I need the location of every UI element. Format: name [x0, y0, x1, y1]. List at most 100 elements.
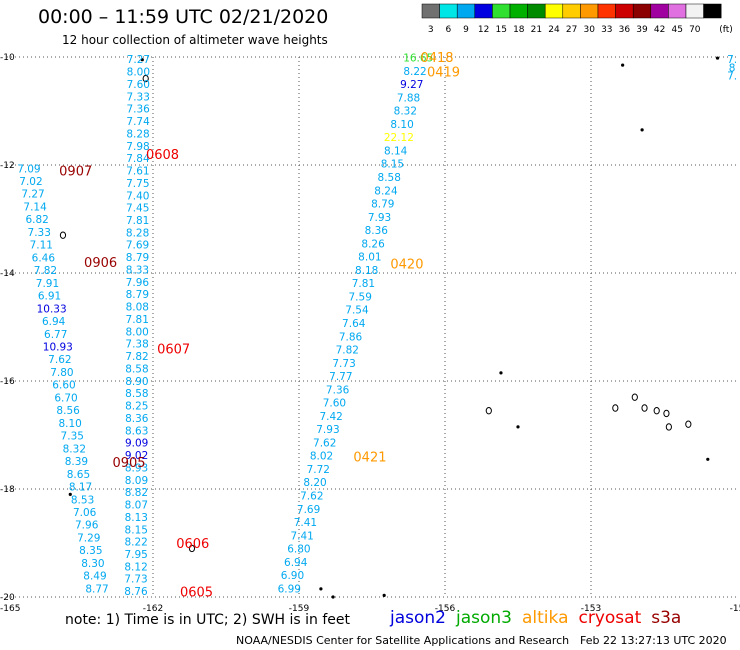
time-label: 0907: [59, 164, 92, 179]
legend-label: 9: [463, 25, 469, 35]
legend-label: 70: [689, 25, 701, 35]
legend-label: 24: [548, 25, 560, 35]
x-tick-label: -159: [289, 604, 310, 614]
swh-value: 8.35: [79, 545, 102, 557]
legend-label: 18: [513, 25, 525, 35]
satellite-jason3: jason3: [456, 608, 512, 628]
time-label: 0606: [176, 537, 209, 552]
swh-value: 6.94: [42, 316, 66, 328]
swh-value: 8.36: [125, 413, 149, 425]
swh-value: 8.20: [303, 477, 326, 489]
swh-value: 8.17: [69, 482, 92, 494]
satellite-s3a: s3a: [651, 608, 682, 628]
swh-value: 8.18: [355, 265, 378, 277]
track-cryosat-0: 7.278.007.607.337.367.748.287.987.847.61…: [124, 54, 213, 600]
swh-value: 7.54: [345, 305, 369, 317]
swh-value: 8.93: [125, 462, 148, 474]
swh-value: 7.35: [61, 431, 84, 443]
legend-label: 27: [566, 25, 577, 35]
legend-label: 36: [619, 25, 631, 35]
track-altika-2: 16.658.229.277.888.328.1022.128.148.158.…: [278, 51, 460, 595]
island-marker: [641, 404, 648, 412]
swh-value: 8.65: [67, 469, 90, 481]
swh-value: 7.74: [126, 116, 150, 128]
swh-value: 7.: [727, 70, 737, 82]
swh-value: 7.93: [316, 424, 339, 436]
swh-value: 7.82: [125, 351, 148, 363]
swh-value: 7.27: [21, 189, 44, 201]
swh-value: 7.91: [36, 278, 59, 290]
y-tick-label: -20: [0, 593, 15, 603]
swh-value: 8: [729, 62, 736, 74]
swh-value: 7.96: [126, 277, 150, 289]
swh-value: 7.81: [352, 278, 375, 290]
swh-value: 8.36: [365, 225, 389, 237]
legend-label: 42: [654, 25, 665, 35]
time-label: 0605: [180, 586, 213, 601]
swh-value: 8.79: [126, 289, 149, 301]
swh-value: 7.29: [77, 532, 100, 544]
swh-value: 7.: [727, 54, 737, 66]
swh-value: 8.33: [126, 264, 149, 276]
swh-value: 8.28: [126, 227, 149, 239]
y-tick-label: -10: [0, 53, 15, 63]
swh-value: 7.27: [127, 54, 150, 66]
track-cryosat-3: 7.87.: [727, 54, 737, 82]
swh-value: 7.36: [126, 104, 150, 116]
swh-value: 8.58: [125, 388, 148, 400]
island-marker: [665, 423, 672, 431]
legend-label: 15: [495, 25, 506, 35]
swh-value: 8.53: [71, 494, 94, 506]
legend-label: 45: [671, 25, 682, 35]
swh-value: 8.09: [125, 475, 148, 487]
time-label: 0607: [157, 343, 190, 358]
swh-value: 6.77: [44, 329, 67, 341]
island-marker: [621, 63, 625, 67]
island-marker: [142, 74, 149, 83]
swh-value: 10.93: [43, 342, 73, 354]
island-marker: [68, 492, 72, 496]
generated-timestamp: Feb 22 13:27:13 UTC 2020: [580, 634, 727, 647]
satellite-jason2: jason2: [390, 608, 446, 628]
swh-value: 8.63: [125, 425, 148, 437]
island-marker: [319, 587, 323, 591]
swh-value: 8.77: [85, 583, 108, 595]
swh-value: 8.07: [125, 500, 148, 512]
track-s3a-1: 7.097.027.277.146.827.337.116.467.827.91…: [17, 163, 145, 595]
swh-value: 8.10: [58, 418, 81, 430]
island-marker: [653, 407, 660, 415]
x-tick-label: -153: [581, 604, 601, 614]
time-label: 0418: [420, 51, 453, 66]
page-subtitle: 12 hour collection of altimeter wave hei…: [62, 33, 328, 47]
swh-value: 7.41: [294, 517, 317, 529]
swh-value: 8.79: [371, 199, 394, 211]
swh-value: 7.98: [126, 141, 149, 153]
swh-value: 7.60: [323, 398, 346, 410]
swh-value: 8.58: [125, 363, 148, 375]
island-marker: [685, 420, 692, 428]
satellite-altika: altika: [522, 608, 569, 628]
satellite-legend: jason2 jason3 altika cryosat s3a: [390, 608, 691, 628]
time-label: 0608: [146, 148, 179, 163]
swh-value: 7.60: [127, 79, 150, 91]
legend-unit: (ft): [719, 25, 733, 35]
island-marker: [499, 371, 503, 375]
island-marker: [59, 231, 67, 239]
time-label: 0420: [390, 257, 423, 272]
legend-label: 6: [446, 25, 452, 35]
swh-value: 8.58: [378, 172, 401, 184]
swh-value: 7.33: [28, 227, 51, 239]
swh-value: 7.09: [17, 163, 40, 175]
swh-value: 7.81: [126, 314, 149, 326]
swh-value: 8.39: [65, 456, 88, 468]
swh-value: 7.40: [126, 190, 149, 202]
swh-value: 8.10: [390, 119, 413, 131]
swh-value: 10.33: [37, 303, 67, 315]
swh-value: 7.77: [329, 371, 352, 383]
swh-value: 8.00: [127, 67, 150, 79]
swh-value: 8.32: [394, 106, 417, 118]
swh-value: 9.09: [125, 438, 148, 450]
swh-value: 8.56: [56, 405, 80, 417]
swh-value: 8.15: [125, 524, 148, 536]
